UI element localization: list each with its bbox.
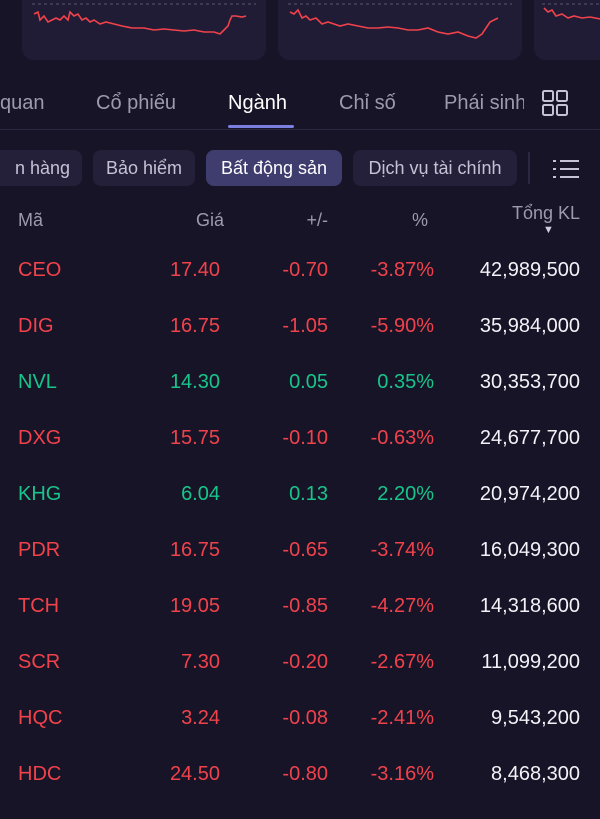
volume-cell: 20,974,200	[479, 483, 580, 505]
header-change[interactable]: +/-	[306, 210, 328, 230]
price-cell: 16.75	[169, 539, 220, 561]
index-chart-card[interactable]	[278, 0, 522, 60]
header-volume[interactable]: Tổng KL	[511, 203, 580, 223]
change-cell: -0.10	[282, 427, 328, 449]
symbol-cell: DXG	[18, 427, 62, 449]
table-row[interactable]: DXG 15.75 -0.10 -0.63% 24,677,700	[0, 427, 600, 483]
tab-derivatives[interactable]: Phái sinh	[444, 92, 524, 114]
header-symbol[interactable]: Mã	[18, 210, 44, 230]
header-price[interactable]: Giá	[195, 210, 224, 230]
symbol-cell: HQC	[18, 707, 63, 729]
price-cell: 15.75	[169, 427, 220, 449]
percent-cell: -3.74%	[370, 539, 434, 561]
tab-indices[interactable]: Chỉ số	[339, 92, 396, 114]
change-cell: -0.65	[282, 539, 328, 561]
change-cell: 0.05	[289, 371, 328, 393]
volume-cell: 24,677,700	[479, 427, 580, 449]
change-cell: -0.70	[282, 259, 328, 281]
volume-cell: 35,984,000	[479, 315, 580, 337]
table-row[interactable]: SCR 7.30 -0.20 -2.67% 11,099,200	[0, 651, 600, 707]
symbol-cell: NVL	[18, 371, 57, 393]
price-cell: 17.40	[169, 259, 220, 281]
index-sparkline	[288, 3, 512, 39]
change-cell: -0.20	[282, 651, 328, 673]
volume-cell: 9,543,200	[491, 707, 580, 729]
mini-index-charts	[0, 0, 600, 62]
main-tabs: quan Cổ phiếu Ngành Chỉ số Phái sinh	[0, 78, 600, 130]
volume-cell: 11,099,200	[481, 651, 580, 673]
index-sparkline	[32, 3, 256, 35]
percent-cell: -0.63%	[370, 427, 434, 449]
index-chart-card[interactable]	[534, 0, 600, 60]
header-percent[interactable]: %	[411, 210, 428, 230]
percent-cell: -3.87%	[370, 259, 434, 281]
percent-cell: -3.16%	[370, 763, 434, 785]
price-cell: 3.24	[181, 707, 220, 729]
symbol-cell: DIG	[18, 315, 54, 337]
price-cell: 7.30	[181, 651, 220, 673]
sort-desc-icon: ▼	[543, 224, 554, 236]
percent-cell: -2.67%	[370, 651, 434, 673]
grid-icon[interactable]	[540, 88, 570, 118]
volume-cell: 30,353,700	[479, 371, 580, 393]
active-tab-indicator	[228, 125, 294, 128]
price-cell: 24.50	[169, 763, 220, 785]
chip-financial-services[interactable]: Dịch vụ tài chính	[353, 150, 517, 186]
percent-cell: 0.35%	[377, 371, 434, 393]
percent-cell: -5.90%	[370, 315, 434, 337]
symbol-cell: HDC	[18, 763, 62, 785]
price-cell: 6.04	[181, 483, 220, 505]
index-chart-card[interactable]	[22, 0, 266, 60]
symbol-cell: SCR	[18, 651, 61, 673]
volume-cell: 14,318,600	[479, 595, 580, 617]
price-cell: 14.30	[169, 371, 220, 393]
tab-sector[interactable]: Ngành	[228, 92, 287, 114]
table-row[interactable]: NVL 14.30 0.05 0.35% 30,353,700	[0, 371, 600, 427]
table-row[interactable]: HQC 3.24 -0.08 -2.41% 9,543,200	[0, 707, 600, 763]
volume-cell: 8,468,300	[491, 763, 580, 785]
chip-insurance[interactable]: Bảo hiểm	[93, 150, 195, 186]
change-cell: -0.80	[282, 763, 328, 785]
price-cell: 19.05	[169, 595, 220, 617]
percent-cell: -4.27%	[370, 595, 434, 617]
chip-real-estate[interactable]: Bất động sản	[206, 150, 342, 186]
symbol-cell: CEO	[18, 259, 62, 281]
table-row[interactable]: HDC 24.50 -0.80 -3.16% 8,468,300	[0, 763, 600, 819]
symbol-cell: PDR	[18, 539, 61, 561]
chip-banking[interactable]: n hàng	[0, 150, 82, 186]
change-cell: 0.13	[289, 483, 328, 505]
table-row[interactable]: CEO 17.40 -0.70 -3.87% 42,989,500	[0, 259, 600, 315]
index-sparkline	[542, 3, 600, 20]
percent-cell: 2.20%	[377, 483, 434, 505]
percent-cell: -2.41%	[370, 707, 434, 729]
symbol-cell: TCH	[18, 595, 60, 617]
list-icon[interactable]	[552, 157, 580, 181]
table-row[interactable]: DIG 16.75 -1.05 -5.90% 35,984,000	[0, 315, 600, 371]
tabs-divider	[0, 129, 600, 130]
volume-cell: 16,049,300	[479, 539, 580, 561]
chip-divider	[528, 152, 530, 184]
tab-overview[interactable]: quan	[0, 92, 45, 114]
table-row[interactable]: TCH 19.05 -0.85 -4.27% 14,318,600	[0, 595, 600, 651]
change-cell: -1.05	[282, 315, 328, 337]
symbol-cell: KHG	[18, 483, 62, 505]
volume-cell: 42,989,500	[479, 259, 580, 281]
change-cell: -0.85	[282, 595, 328, 617]
change-cell: -0.08	[282, 707, 328, 729]
table-row[interactable]: KHG 6.04 0.13 2.20% 20,974,200	[0, 483, 600, 539]
price-cell: 16.75	[169, 315, 220, 337]
tab-stocks[interactable]: Cổ phiếu	[96, 92, 177, 114]
table-row[interactable]: PDR 16.75 -0.65 -3.74% 16,049,300	[0, 539, 600, 595]
sector-filter-chips: n hàng Bảo hiểm Bất động sản Dịch vụ tài…	[0, 150, 600, 190]
